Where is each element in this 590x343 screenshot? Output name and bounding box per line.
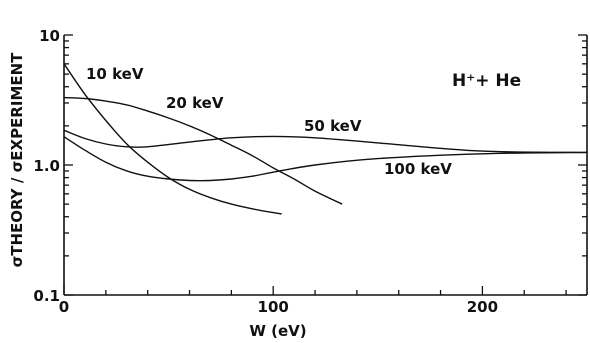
series-curves	[63, 63, 588, 215]
x-tick-label: 200	[467, 298, 498, 316]
series-line-20-kev	[63, 96, 343, 205]
y-axis-label: σTHEORY / σEXPERIMENT	[8, 52, 26, 268]
series-label-10-kev: 10 keV	[86, 65, 144, 83]
series-label-100-kev: 100 keV	[384, 160, 452, 178]
series-label-50-kev: 50 keV	[304, 117, 362, 135]
series-line-10-kev	[63, 63, 282, 215]
series-labels: 10 keV 20 keV 50 keV 100 keV	[86, 65, 452, 178]
x-tick-label: 100	[258, 298, 289, 316]
x-axis-label: W (eV)	[249, 322, 306, 340]
y-tick-label: 0.1	[33, 287, 60, 305]
series-line-100-kev	[63, 136, 588, 182]
y-tick-label: 10	[39, 27, 60, 45]
y-tick-label: 1.0	[33, 157, 60, 175]
series-label-20-kev: 20 keV	[166, 94, 224, 112]
chart-title: H⁺+ He	[452, 71, 521, 91]
x-tick-label: 0	[59, 298, 69, 316]
series-line-50-kev	[63, 129, 588, 154]
